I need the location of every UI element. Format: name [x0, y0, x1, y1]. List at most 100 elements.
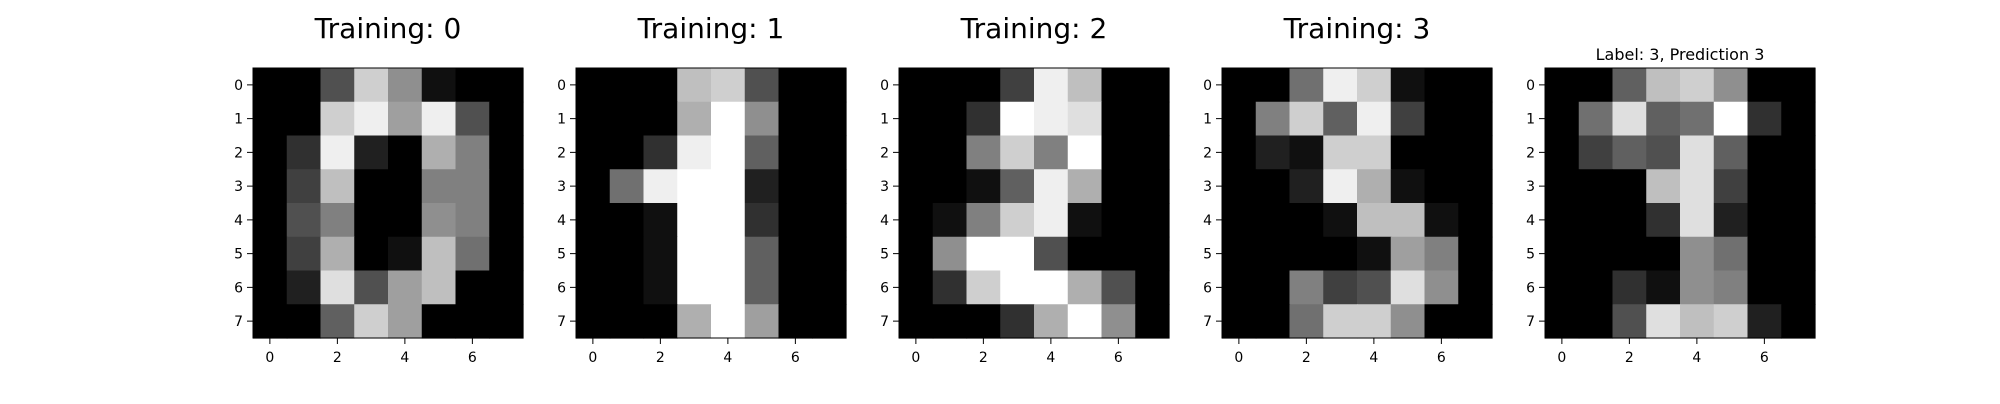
- panel-title: Training: 3: [1283, 12, 1431, 45]
- pixel-cell: [1578, 169, 1614, 204]
- pixel-cell: [1747, 101, 1782, 137]
- pixel-cell: [1323, 203, 1358, 238]
- pixel-cell: [253, 101, 288, 137]
- pixel-cell: [711, 304, 746, 339]
- pixel-cell: [1781, 270, 1816, 305]
- x-tick-label: 4: [723, 350, 732, 366]
- pixel-cell: [643, 101, 678, 137]
- pixel-cell: [899, 203, 934, 238]
- pixel-cell: [1222, 236, 1257, 272]
- pixel-cell: [1000, 203, 1035, 238]
- panel-title: Training: 2: [960, 12, 1108, 45]
- pixel-cell: [812, 203, 847, 238]
- pixel-cell: [253, 236, 288, 272]
- pixel-cell: [489, 203, 524, 238]
- pixel-cell: [489, 68, 524, 103]
- pixel-cell: [609, 101, 645, 137]
- pixel-cell: [1458, 203, 1493, 238]
- pixel-cell: [932, 68, 968, 103]
- digit-panel-4: Label: 3, Prediction 3 0 1 2 3 4 5 6 7 0 2 4 6: [1526, 45, 1816, 366]
- pixel-cell: [1390, 270, 1426, 305]
- y-tick-label: 5: [1203, 247, 1212, 263]
- panel-title: Training: 1: [637, 12, 785, 45]
- y-tick-label: 7: [1203, 314, 1212, 330]
- pixel-cell: [1680, 101, 1715, 137]
- y-tick-label: 7: [880, 314, 889, 330]
- pixel-cell: [1646, 169, 1681, 204]
- pixel-cell: [677, 135, 712, 170]
- pixel-cell: [1000, 135, 1035, 170]
- y-tick-label: 3: [1203, 179, 1212, 195]
- pixel-cell: [1000, 236, 1035, 272]
- pixel-cell: [711, 169, 746, 204]
- pixel-cell: [1747, 135, 1782, 170]
- pixel-cell: [1101, 135, 1136, 170]
- pixel-cell: [643, 68, 678, 103]
- y-tick-label: 6: [1526, 280, 1535, 296]
- pixel-cell: [744, 135, 780, 170]
- pixel-cell: [320, 169, 355, 204]
- pixel-cell: [1357, 304, 1392, 339]
- x-tick-label: 0: [1557, 350, 1566, 366]
- axes-frame: [575, 67, 847, 339]
- y-tick-label: 2: [234, 145, 243, 161]
- pixel-cell: [1646, 135, 1681, 170]
- pixel-cell: [966, 236, 1001, 272]
- pixel-cell: [421, 169, 457, 204]
- pixel-cell: [253, 135, 288, 170]
- pixel-cell: [1612, 304, 1647, 339]
- pixel-cell: [1101, 203, 1136, 238]
- pixel-cell: [1781, 236, 1816, 272]
- pixel-cell: [1747, 236, 1782, 272]
- pixel-cell: [1255, 169, 1291, 204]
- x-tick-label: 2: [979, 350, 988, 366]
- axes-frame: [1221, 67, 1493, 339]
- x-tick-label: 6: [791, 350, 800, 366]
- pixel-cell: [966, 169, 1001, 204]
- pixel-cell: [932, 169, 968, 204]
- pixel-cell: [1713, 236, 1749, 272]
- y-tick-label: 6: [1203, 280, 1212, 296]
- pixel-cell: [1612, 101, 1647, 137]
- pixel-cell: [932, 203, 968, 238]
- pixel-cell: [966, 270, 1001, 305]
- pixel-cell: [643, 203, 678, 238]
- pixel-cell: [1034, 236, 1069, 272]
- pixel-cell: [677, 304, 712, 339]
- pixel-cell: [576, 203, 611, 238]
- x-tick-label: 0: [588, 350, 597, 366]
- pixel-cell: [1680, 135, 1715, 170]
- pixel-cell: [286, 304, 322, 339]
- pixel-cell: [1578, 203, 1614, 238]
- pixel-cell: [744, 203, 780, 238]
- pixel-cell: [1101, 270, 1136, 305]
- pixel-cell: [286, 68, 322, 103]
- x-tick-label: 6: [1114, 350, 1123, 366]
- y-tick-label: 4: [1526, 213, 1535, 229]
- pixel-cell: [489, 135, 524, 170]
- pixel-cell: [1101, 169, 1136, 204]
- pixel-cell: [744, 169, 780, 204]
- pixel-cell: [1222, 304, 1257, 339]
- x-tick-label: 6: [468, 350, 477, 366]
- pixel-cell: [1545, 203, 1580, 238]
- pixel-cell: [1458, 270, 1493, 305]
- pixel-cell: [1000, 270, 1035, 305]
- pixel-cell: [320, 135, 355, 170]
- pixel-cell: [1545, 270, 1580, 305]
- pixel-cell: [711, 68, 746, 103]
- y-tick-label: 1: [234, 112, 243, 128]
- pixel-cell: [677, 169, 712, 204]
- pixel-cell: [711, 270, 746, 305]
- pixel-cell: [253, 169, 288, 204]
- pixel-cell: [1545, 236, 1580, 272]
- pixel-cell: [354, 135, 389, 170]
- y-tick-label: 0: [234, 78, 243, 94]
- pixel-cell: [489, 169, 524, 204]
- pixel-cell: [489, 236, 524, 272]
- pixel-cell: [1458, 236, 1493, 272]
- pixel-cell: [320, 304, 355, 339]
- y-tick-label: 5: [557, 247, 566, 263]
- pixel-cell: [1612, 135, 1647, 170]
- pixel-cell: [899, 135, 934, 170]
